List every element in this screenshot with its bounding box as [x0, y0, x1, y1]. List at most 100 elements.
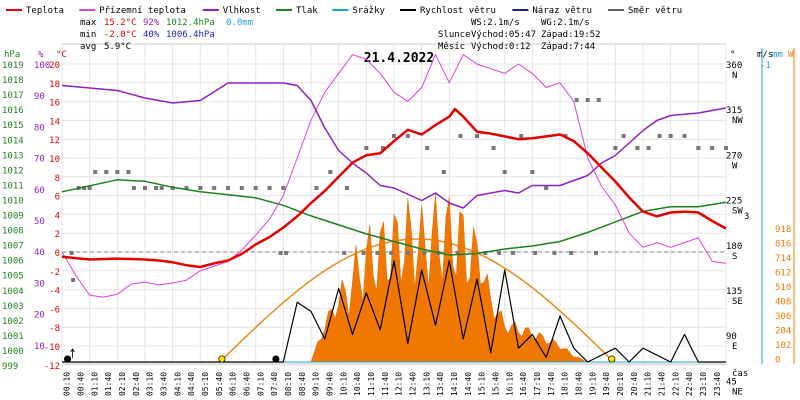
legend-label: Srážky [352, 6, 385, 16]
tick-time: 13:10 [422, 372, 431, 396]
series-humidity [61, 82, 727, 209]
wind-direction-dot [475, 134, 479, 138]
stats-max-humidity: 92% [143, 18, 160, 28]
tick-watt: 0 [775, 356, 780, 366]
wind-direction-dot [533, 250, 538, 255]
tick-time: 04:40 [187, 372, 196, 396]
axis-unit-hpa: hPa [4, 50, 20, 60]
wind-direction-dot [71, 278, 76, 282]
wind-direction-dot [635, 146, 640, 150]
tick-degree: 180 [726, 242, 742, 252]
tick-percent: 60 [34, 186, 45, 196]
tick-celsius: 0 [55, 249, 60, 259]
moonset: Západ:7:44 [541, 42, 595, 52]
moonrise-marker [63, 355, 72, 363]
series-pressure [61, 179, 727, 256]
tick-time: 01:40 [104, 372, 113, 396]
tick-celsius: 14 [49, 117, 60, 127]
tick-time: 15:10 [478, 372, 487, 396]
wind-direction-dot [104, 170, 109, 174]
tick-celsius: 4 [55, 211, 60, 221]
tick-time: 05:10 [201, 372, 210, 396]
wind-direction-dot [69, 250, 74, 255]
tick-time: 07:10 [256, 372, 265, 396]
wind-direction-dot [519, 134, 524, 138]
tick-time: 21:40 [657, 372, 666, 396]
tick-degree: 45 [726, 377, 737, 387]
axis-unit-celsius: °C [56, 50, 67, 60]
wind-direction-dot [126, 170, 131, 174]
sunrise: Východ:05:47 [471, 30, 536, 40]
tick-ms: -1 [760, 61, 771, 71]
tick-time: 04:10 [173, 372, 182, 396]
tick-watt: 714 [775, 254, 791, 264]
legend-label: Rychlost větru [420, 6, 496, 16]
tick-ms: 3 [744, 212, 749, 222]
wind-direction-dot [392, 134, 396, 138]
moonset-marker [272, 355, 280, 363]
wind-direction-dot [87, 186, 92, 190]
tick-hpa: 1007 [2, 242, 24, 252]
tick-hpa: 1001 [2, 332, 24, 342]
wind-direction-dot [328, 170, 333, 174]
tick-time: 13:40 [436, 372, 445, 396]
tick-time: 19:10 [588, 372, 597, 396]
tick-hpa: 1019 [2, 61, 24, 71]
tick-watt: 612 [775, 269, 791, 279]
tick-hpa: 1017 [2, 91, 24, 101]
tick-hpa: 1004 [2, 287, 24, 297]
tick-time: 11:40 [381, 372, 390, 396]
legend-label: Vlhkost [223, 6, 261, 16]
tick-degree: 135 [726, 287, 742, 297]
wind-direction-dot [82, 186, 87, 190]
tick-time: 14:10 [450, 372, 459, 396]
wind-direction-dot [154, 186, 159, 190]
tick-hpa: 1009 [2, 212, 24, 222]
wind-direction-dot [668, 134, 673, 138]
tick-hpa: 1018 [2, 76, 24, 86]
tick-degree: 270 [726, 151, 742, 161]
series-wind-speed [62, 260, 726, 363]
tick-celsius: -8 [49, 324, 60, 334]
tick-time: 15:40 [491, 372, 500, 396]
tick-time: 06:40 [242, 372, 251, 396]
wind-direction-dot [621, 134, 626, 138]
wind-direction-dot [159, 186, 164, 190]
tick-percent: 90 [34, 92, 45, 102]
tick-celsius: 2 [55, 230, 60, 240]
wind-direction-dot [361, 250, 366, 255]
legend-label: Tlak [296, 6, 318, 16]
tick-hpa: 1002 [2, 317, 24, 327]
wind-direction-dot [115, 170, 120, 174]
axis-unit-degree: ° [730, 50, 735, 60]
sunrise-marker [218, 355, 226, 363]
tick-celsius: 20 [49, 61, 60, 71]
wind-direction-dot [696, 146, 701, 150]
chart-date: 21.4.2022 [364, 51, 434, 66]
wind-direction-dot [281, 186, 286, 190]
tick-time: 14:40 [464, 372, 473, 396]
stats-wind-speed: WS:2.1m/s [471, 18, 520, 28]
tick-percent: 20 [34, 311, 45, 321]
tick-time: 10:10 [339, 372, 348, 396]
tick-direction: E [732, 342, 737, 352]
moonrise-arrow-icon [70, 348, 75, 358]
series-ground-temperature [61, 54, 727, 298]
wind-direction-dot [405, 134, 410, 138]
tick-time: 03:40 [159, 372, 168, 396]
tick-time: 18:10 [561, 372, 570, 396]
stats-min-humidity: 40% [143, 30, 160, 40]
tick-time: 08:40 [298, 372, 307, 396]
tick-direction: S [732, 252, 737, 262]
wind-direction-dot [724, 146, 728, 150]
tick-time: 06:10 [229, 372, 238, 396]
sun-label: Slunce [438, 30, 471, 40]
stats-avg-label: avg [80, 42, 96, 52]
axis-label-time: čas [732, 368, 748, 379]
tick-hpa: 1011 [2, 181, 24, 191]
tick-direction: SE [732, 297, 743, 307]
stats-max-rain: 0.0mm [226, 18, 253, 28]
tick-hpa: 1013 [2, 151, 24, 161]
tick-time: 07:40 [270, 372, 279, 396]
tick-celsius: -4 [49, 287, 60, 297]
